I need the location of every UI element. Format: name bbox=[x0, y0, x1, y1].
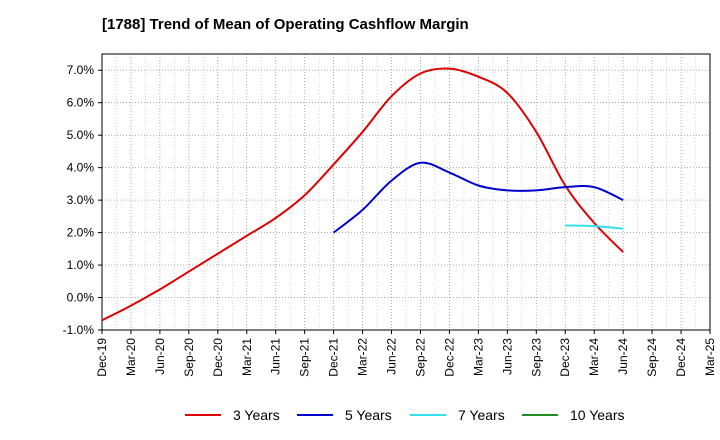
series-line-3-years bbox=[101, 67, 624, 322]
legend-label: 7 Years bbox=[458, 407, 505, 423]
legend-swatch bbox=[522, 414, 558, 416]
x-tick-label: Jun-22 bbox=[385, 338, 399, 375]
x-tick-label: Dec-21 bbox=[327, 338, 341, 377]
x-tick-label: Sep-20 bbox=[182, 338, 196, 377]
x-tick-label: Mar-20 bbox=[124, 338, 138, 376]
x-tick-label: Sep-24 bbox=[645, 338, 659, 377]
series-lines bbox=[101, 67, 624, 322]
grid bbox=[102, 54, 710, 331]
x-tick-label: Jun-20 bbox=[153, 338, 167, 375]
y-tick-label: 3.0% bbox=[67, 193, 95, 207]
x-tick-label: Jun-24 bbox=[616, 338, 630, 375]
y-axis-ticks: -1.0% 0.0% 1.0% 2.0% 3.0% 4.0% 5.0% 6.0% 7.0% bbox=[63, 63, 102, 337]
x-tick-label: Mar-21 bbox=[240, 338, 254, 376]
legend-item: 10 Years bbox=[522, 404, 625, 426]
x-tick-label: Dec-22 bbox=[442, 338, 456, 377]
legend-swatch bbox=[297, 414, 333, 416]
y-tick-label: 1.0% bbox=[67, 258, 95, 272]
x-tick-label: Sep-21 bbox=[298, 338, 312, 377]
legend-item: 3 Years bbox=[185, 404, 280, 426]
plot-frame bbox=[101, 53, 711, 331]
y-tick-label: 2.0% bbox=[67, 226, 95, 240]
legend-label: 5 Years bbox=[345, 407, 392, 423]
y-tick-label: -1.0% bbox=[63, 323, 95, 337]
x-tick-label: Mar-25 bbox=[703, 338, 717, 376]
x-tick-label: Mar-22 bbox=[356, 338, 370, 376]
y-tick-label: 6.0% bbox=[67, 96, 95, 110]
x-axis-ticks: Dec-19 Mar-20 Jun-20 Sep-20 Dec-20 Mar-21 Jun-… bbox=[95, 330, 717, 377]
x-tick-label: Jun-23 bbox=[500, 338, 514, 375]
legend-item: 5 Years bbox=[297, 404, 392, 426]
legend-item: 7 Years bbox=[410, 404, 505, 426]
chart-title: [1788] Trend of Mean of Operating Cashfl… bbox=[102, 16, 469, 33]
y-tick-label: 5.0% bbox=[67, 128, 95, 142]
y-tick-label: 4.0% bbox=[67, 161, 95, 175]
x-tick-label: Sep-22 bbox=[413, 338, 427, 377]
x-tick-label: Dec-20 bbox=[211, 338, 225, 377]
x-tick-label: Dec-19 bbox=[95, 338, 109, 377]
series-line-7-years bbox=[565, 224, 624, 230]
legend-label: 10 Years bbox=[570, 407, 625, 423]
series-line-5-years bbox=[333, 161, 624, 234]
x-tick-label: Dec-24 bbox=[674, 338, 688, 377]
x-tick-label: Dec-23 bbox=[558, 338, 572, 377]
legend-swatch bbox=[185, 414, 221, 416]
x-tick-label: Mar-23 bbox=[471, 338, 485, 376]
legend-swatch bbox=[410, 414, 446, 416]
x-tick-label: Mar-24 bbox=[587, 338, 601, 376]
legend: 3 Years 5 Years 7 Years 10 Years bbox=[0, 404, 720, 426]
y-tick-label: 7.0% bbox=[67, 63, 95, 77]
y-tick-label: 0.0% bbox=[67, 291, 95, 305]
x-tick-label: Jun-21 bbox=[269, 338, 283, 375]
x-tick-label: Sep-23 bbox=[529, 338, 543, 377]
legend-label: 3 Years bbox=[233, 407, 280, 423]
